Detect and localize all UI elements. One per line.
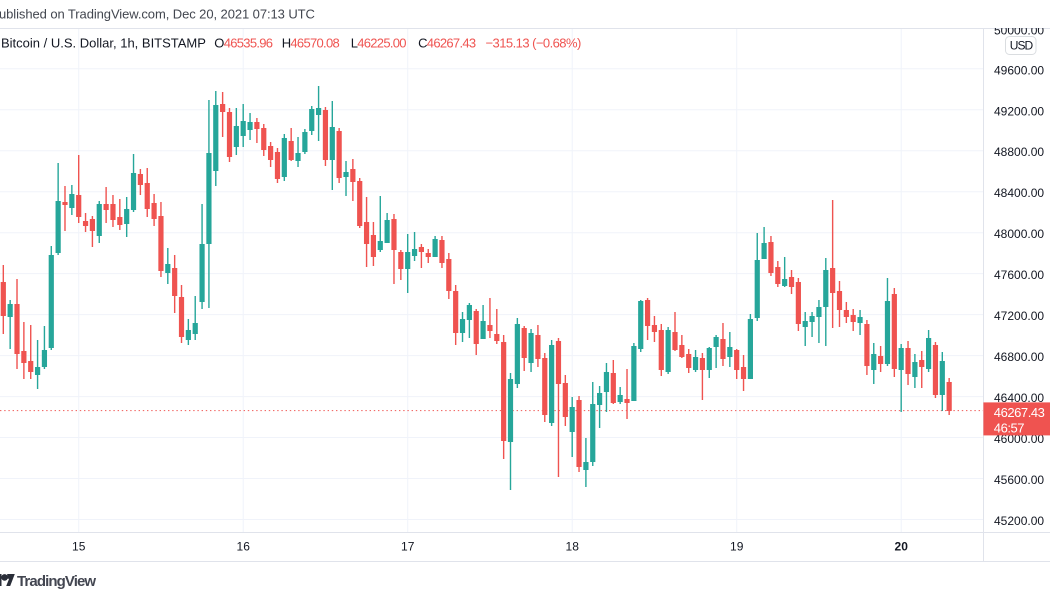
svg-text:15: 15 — [72, 540, 86, 554]
svg-text:H46570.08: H46570.08 — [282, 36, 340, 51]
svg-text:USD: USD — [1010, 39, 1034, 53]
svg-text:46267.43: 46267.43 — [994, 405, 1045, 420]
svg-text:48000.00: 48000.00 — [994, 227, 1044, 241]
svg-text:47200.00: 47200.00 — [994, 309, 1044, 323]
svg-text:45600.00: 45600.00 — [994, 473, 1044, 487]
svg-text:48400.00: 48400.00 — [994, 186, 1044, 200]
svg-text:47600.00: 47600.00 — [994, 268, 1044, 282]
svg-text:−315.13 (−0.68%): −315.13 (−0.68%) — [486, 36, 581, 51]
svg-text:46:57: 46:57 — [994, 420, 1025, 435]
svg-text:16: 16 — [237, 540, 251, 554]
svg-text:O46535.96: O46535.96 — [214, 36, 273, 51]
svg-text:49200.00: 49200.00 — [994, 104, 1044, 118]
svg-text:17: 17 — [401, 540, 415, 554]
svg-text:19: 19 — [730, 540, 744, 554]
svg-text:46800.00: 46800.00 — [994, 350, 1044, 364]
svg-text:20: 20 — [895, 540, 909, 554]
svg-text:46400.00: 46400.00 — [994, 391, 1044, 405]
svg-text:45200.00: 45200.00 — [994, 514, 1044, 528]
svg-text:C46267.43: C46267.43 — [418, 36, 476, 51]
svg-text:48800.00: 48800.00 — [994, 145, 1044, 159]
svg-text:18: 18 — [566, 540, 580, 554]
svg-text:49600.00: 49600.00 — [994, 63, 1044, 77]
svg-text:L46225.00: L46225.00 — [351, 36, 407, 51]
svg-text:TradingView: TradingView — [17, 573, 96, 590]
svg-text:46000.00: 46000.00 — [994, 432, 1044, 446]
svg-text:ublished on TradingView.com, D: ublished on TradingView.com, Dec 20, 202… — [0, 6, 315, 21]
svg-text:Bitcoin / U.S. Dollar, 1h, BIT: Bitcoin / U.S. Dollar, 1h, BITSTAMP — [1, 36, 206, 51]
